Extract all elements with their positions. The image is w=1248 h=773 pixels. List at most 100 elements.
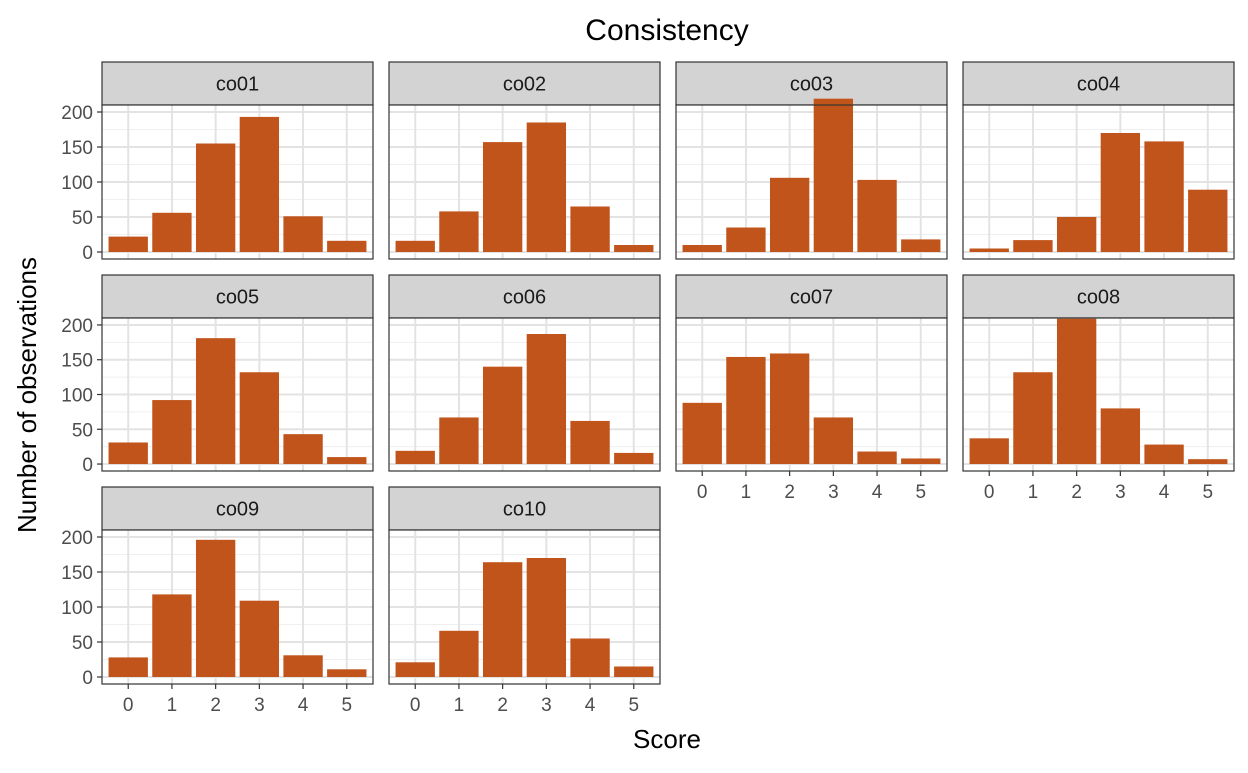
bar <box>327 457 367 465</box>
bar <box>857 179 897 252</box>
bar <box>1144 444 1184 465</box>
bar <box>1056 217 1097 252</box>
bar <box>526 122 567 252</box>
bar <box>857 451 897 465</box>
x-tick-label: 3 <box>828 482 839 503</box>
x-tick-label: 4 <box>585 695 596 716</box>
x-tick-label: 0 <box>123 695 134 716</box>
facet-strip-label: co09 <box>216 499 259 521</box>
x-tick-label: 0 <box>984 482 995 503</box>
bar <box>813 98 854 252</box>
facet-strip-label: co10 <box>503 499 546 521</box>
x-tick-label: 0 <box>697 482 708 503</box>
bar <box>283 216 323 252</box>
bar <box>283 655 323 677</box>
bar <box>614 245 654 252</box>
bar <box>614 666 654 677</box>
bar <box>526 333 567 465</box>
bar <box>482 366 523 465</box>
x-tick-label: 1 <box>167 695 178 716</box>
bar <box>108 657 148 677</box>
bar <box>108 236 148 252</box>
panel-border <box>388 317 661 472</box>
facet-strip <box>388 61 661 106</box>
bar <box>239 600 280 677</box>
y-tick-label: 150 <box>61 138 93 159</box>
y-tick-label: 100 <box>61 386 93 407</box>
y-tick-label: 200 <box>61 528 93 549</box>
panel-border <box>388 529 661 685</box>
x-tick-label: 4 <box>298 695 309 716</box>
bar <box>395 450 435 465</box>
bar <box>1056 318 1097 465</box>
panel-border <box>962 317 1235 472</box>
bar <box>726 227 766 252</box>
facet-strip <box>101 274 374 319</box>
x-tick-label: 3 <box>1115 482 1126 503</box>
y-tick-label: 150 <box>61 563 93 584</box>
facet-strip-label: co07 <box>790 287 833 309</box>
x-tick-label: 4 <box>872 482 883 503</box>
facet-strip <box>101 61 374 106</box>
bar <box>1013 240 1053 252</box>
bar <box>195 539 236 677</box>
bar <box>195 338 236 465</box>
x-tick-label: 1 <box>454 695 465 716</box>
bar <box>570 420 610 465</box>
bar <box>152 400 192 465</box>
bar <box>682 402 722 465</box>
x-tick-label: 5 <box>628 695 639 716</box>
x-tick-label: 2 <box>784 482 795 503</box>
facet-panel: co02 <box>388 61 661 260</box>
x-tick-label: 1 <box>741 482 752 503</box>
bar <box>969 248 1009 252</box>
panel-border <box>675 317 948 472</box>
y-tick-label: 50 <box>72 420 93 441</box>
facet-strip-label: co03 <box>790 74 833 96</box>
x-tick-label: 5 <box>1202 482 1213 503</box>
bar <box>813 417 854 465</box>
bar <box>526 558 567 677</box>
chart-title: Consistency <box>585 14 748 47</box>
bar <box>570 206 610 252</box>
x-tick-label: 2 <box>497 695 508 716</box>
bar <box>239 372 280 465</box>
bar <box>969 438 1009 465</box>
panel-border <box>675 104 948 260</box>
panel-border <box>962 104 1235 260</box>
facet-strip <box>962 61 1235 106</box>
facet-panel: co05 0 50 100 150 200 <box>61 274 374 476</box>
bar <box>327 669 367 677</box>
bar <box>395 240 435 252</box>
y-tick-label: 200 <box>61 103 93 124</box>
facet-panel: co06 <box>388 274 661 472</box>
bar <box>283 434 323 465</box>
bar <box>1144 141 1184 252</box>
x-tick-label: 4 <box>1159 482 1170 503</box>
facet-strip-label: co04 <box>1077 74 1120 96</box>
bar <box>769 177 810 252</box>
y-tick-label: 50 <box>72 208 93 229</box>
y-tick-label: 100 <box>61 173 93 194</box>
bar <box>901 239 941 252</box>
x-axis-label: Score <box>633 724 701 754</box>
x-tick-label: 2 <box>210 695 221 716</box>
bar <box>1013 372 1053 465</box>
facet-strip-label: co02 <box>503 74 546 96</box>
facet-strip-label: co05 <box>216 287 259 309</box>
x-tick-label: 0 <box>410 695 421 716</box>
facet-strip-label: co06 <box>503 287 546 309</box>
facet-strip <box>388 486 661 531</box>
facet-panel: co04 <box>962 61 1235 260</box>
x-tick-label: 2 <box>1071 482 1082 503</box>
bar <box>726 356 766 465</box>
bar <box>682 245 722 252</box>
facet-strip <box>675 61 948 106</box>
bar <box>1188 189 1228 252</box>
bar <box>482 142 523 252</box>
bar <box>439 417 479 465</box>
bar <box>901 458 941 465</box>
